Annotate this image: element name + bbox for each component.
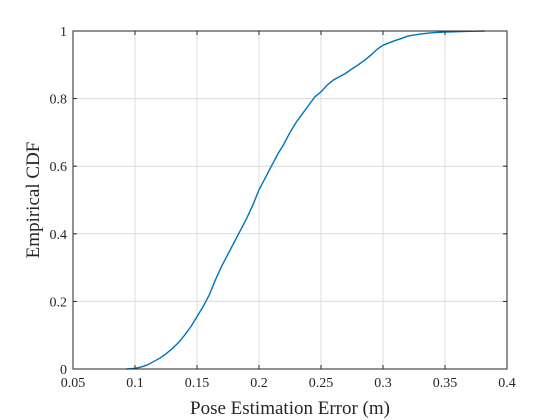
axes-frame <box>72 30 508 370</box>
series-layer <box>126 30 485 370</box>
grid-lines <box>72 30 508 370</box>
x-tick-label: 0.2 <box>250 376 268 391</box>
x-tick-label: 0.4 <box>498 376 516 391</box>
y-tick-label: 0.4 <box>50 228 68 243</box>
x-tick-label: 0.25 <box>309 376 334 391</box>
x-axis-label: Pose Estimation Error (m) <box>190 398 390 419</box>
y-tick-label: 0.2 <box>50 295 68 310</box>
y-tick-label: 0.8 <box>50 93 68 108</box>
x-tick-label: 0.15 <box>185 376 210 391</box>
x-tick-labels: 0.05 0.1 0.15 0.2 0.25 0.3 0.35 0.4 <box>61 376 516 391</box>
x-tick-label: 0.35 <box>433 376 458 391</box>
y-tick-label: 0.6 <box>50 160 68 175</box>
axis-ticks <box>72 30 508 370</box>
x-tick-label: 0.3 <box>374 376 392 391</box>
y-axis-label: Empirical CDF <box>23 142 44 259</box>
cdf-series-line <box>126 30 485 370</box>
y-tick-labels: 0 0.2 0.4 0.6 0.8 1 <box>50 25 68 378</box>
y-tick-label: 0 <box>60 363 67 378</box>
x-tick-label: 0.1 <box>126 376 144 391</box>
x-tick-label: 0.05 <box>61 376 86 391</box>
y-tick-label: 1 <box>60 25 67 40</box>
